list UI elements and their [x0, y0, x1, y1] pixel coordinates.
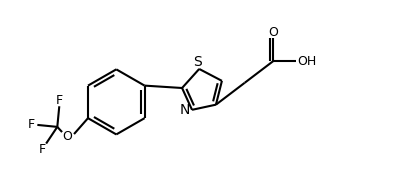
Text: N: N — [180, 103, 190, 117]
Text: OH: OH — [297, 55, 316, 68]
Text: S: S — [193, 55, 202, 69]
Text: F: F — [56, 94, 63, 107]
Text: O: O — [62, 130, 72, 143]
Text: F: F — [38, 143, 46, 156]
Text: O: O — [268, 26, 278, 39]
Text: F: F — [28, 118, 35, 131]
